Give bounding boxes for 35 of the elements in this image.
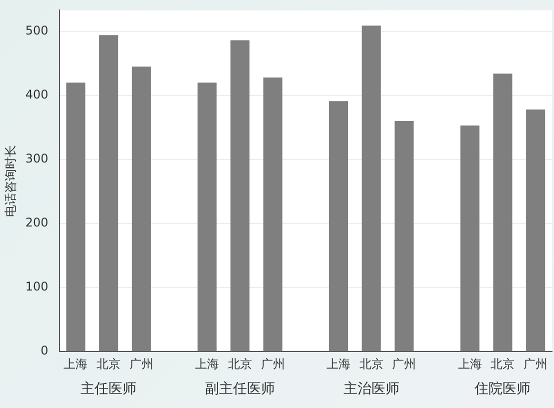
y-tick-label: 500 xyxy=(25,23,48,38)
x-tick-label: 北京 xyxy=(359,356,384,371)
x-tick-label: 广州 xyxy=(260,356,285,371)
y-tick-label: 0 xyxy=(40,344,48,358)
y-tick-label: 400 xyxy=(25,88,48,102)
x-tick-label: 北京 xyxy=(96,356,121,371)
bar xyxy=(230,40,250,352)
x-tick-label: 上海 xyxy=(195,356,220,371)
bar xyxy=(99,35,118,352)
bar xyxy=(328,101,348,352)
bar xyxy=(263,77,282,352)
y-tick-label: 200 xyxy=(25,216,48,230)
text: 住院医师 xyxy=(474,381,531,398)
bar xyxy=(132,66,151,352)
x-tick-label: 广州 xyxy=(392,356,416,371)
x-tick-label: 北京 xyxy=(228,356,252,371)
x-tick-label: 上海 xyxy=(458,356,482,371)
bar xyxy=(460,125,480,352)
text: 主治医师 xyxy=(343,381,400,398)
text: 副主任医师 xyxy=(204,381,275,398)
y-axis-title: 电话咨询时长 xyxy=(3,144,18,217)
bar xyxy=(66,82,86,352)
text: 主任医师 xyxy=(80,381,137,398)
bar xyxy=(198,82,217,352)
x-tick-label: 广州 xyxy=(129,356,154,371)
x-tick-label: 上海 xyxy=(64,356,88,371)
y-tick-label: 100 xyxy=(25,280,48,294)
bar xyxy=(362,26,381,352)
x-tick-label: 上海 xyxy=(326,356,350,371)
x-tick-label: 北京 xyxy=(490,356,515,371)
y-tick-label: 300 xyxy=(25,152,48,166)
x-tick-label: 广州 xyxy=(524,356,548,371)
bar xyxy=(526,109,546,352)
bar xyxy=(493,74,512,352)
bar xyxy=(394,121,414,352)
